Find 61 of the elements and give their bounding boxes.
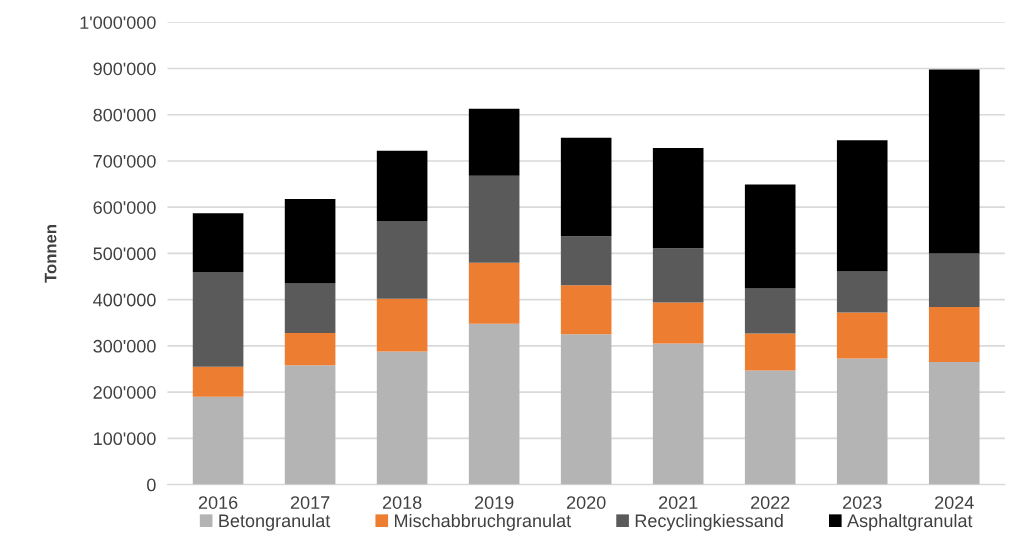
y-tick-label: 700'000 <box>93 154 156 168</box>
bar <box>376 351 428 485</box>
bar <box>652 248 704 303</box>
x-tick-label: 2022 <box>751 496 790 509</box>
y-tick-label: 500'000 <box>93 247 156 261</box>
bar <box>468 175 520 263</box>
x-tick-label: 2018 <box>382 496 422 509</box>
bar <box>468 108 520 176</box>
bar <box>744 288 796 334</box>
bar <box>744 184 796 289</box>
x-tick-label: 2019 <box>474 496 514 509</box>
bar <box>744 333 796 371</box>
legend-label: Recyclingkiessand <box>635 513 783 531</box>
bar <box>560 285 612 335</box>
y-tick-label: 1'000'000 <box>80 16 156 29</box>
bar <box>560 236 612 286</box>
y-tick-label: 200'000 <box>93 386 156 399</box>
y-tick-label: 600'000 <box>93 201 156 214</box>
y-tick-label: 900'000 <box>93 62 156 76</box>
bar <box>928 362 980 485</box>
bar <box>284 283 336 333</box>
legend-label: Asphaltgranulat <box>847 513 973 531</box>
bar <box>836 312 888 359</box>
bar <box>928 69 980 254</box>
x-tick-label: 2024 <box>935 496 974 509</box>
bar <box>836 358 888 485</box>
bar <box>560 334 612 485</box>
bar <box>836 140 888 272</box>
bar <box>284 365 336 485</box>
bar <box>652 302 704 344</box>
y-axis-title: Tonnen <box>44 224 57 283</box>
y-tick-label: 300'000 <box>93 339 156 353</box>
bar <box>928 307 980 363</box>
bar <box>192 271 244 367</box>
bar <box>652 148 704 249</box>
x-tick-label: 2016 <box>198 496 238 509</box>
bar <box>468 262 520 324</box>
y-tick-label: 0 <box>147 478 156 492</box>
bar <box>560 137 612 237</box>
bar <box>928 253 980 308</box>
bar <box>192 366 244 397</box>
bar <box>284 332 336 366</box>
bar <box>192 213 244 272</box>
legend-label: Mischabbruchgranulat <box>394 513 572 531</box>
legend-label: Betongranulat <box>219 513 331 531</box>
bar <box>836 271 888 313</box>
bar <box>744 370 796 485</box>
x-tick-label: 2023 <box>843 496 882 509</box>
x-tick-label: 2021 <box>659 496 698 509</box>
y-tick-label: 800'000 <box>93 108 156 122</box>
bar <box>468 323 520 485</box>
bar <box>376 298 428 352</box>
bar <box>284 198 336 284</box>
x-tick-label: 2020 <box>566 496 606 509</box>
bar <box>652 343 704 485</box>
y-tick-label: 400'000 <box>93 293 156 307</box>
bar <box>376 221 428 299</box>
y-tick-label: 100'000 <box>94 432 156 446</box>
bar <box>376 150 428 222</box>
x-tick-label: 2017 <box>290 496 330 509</box>
bar <box>192 396 244 485</box>
